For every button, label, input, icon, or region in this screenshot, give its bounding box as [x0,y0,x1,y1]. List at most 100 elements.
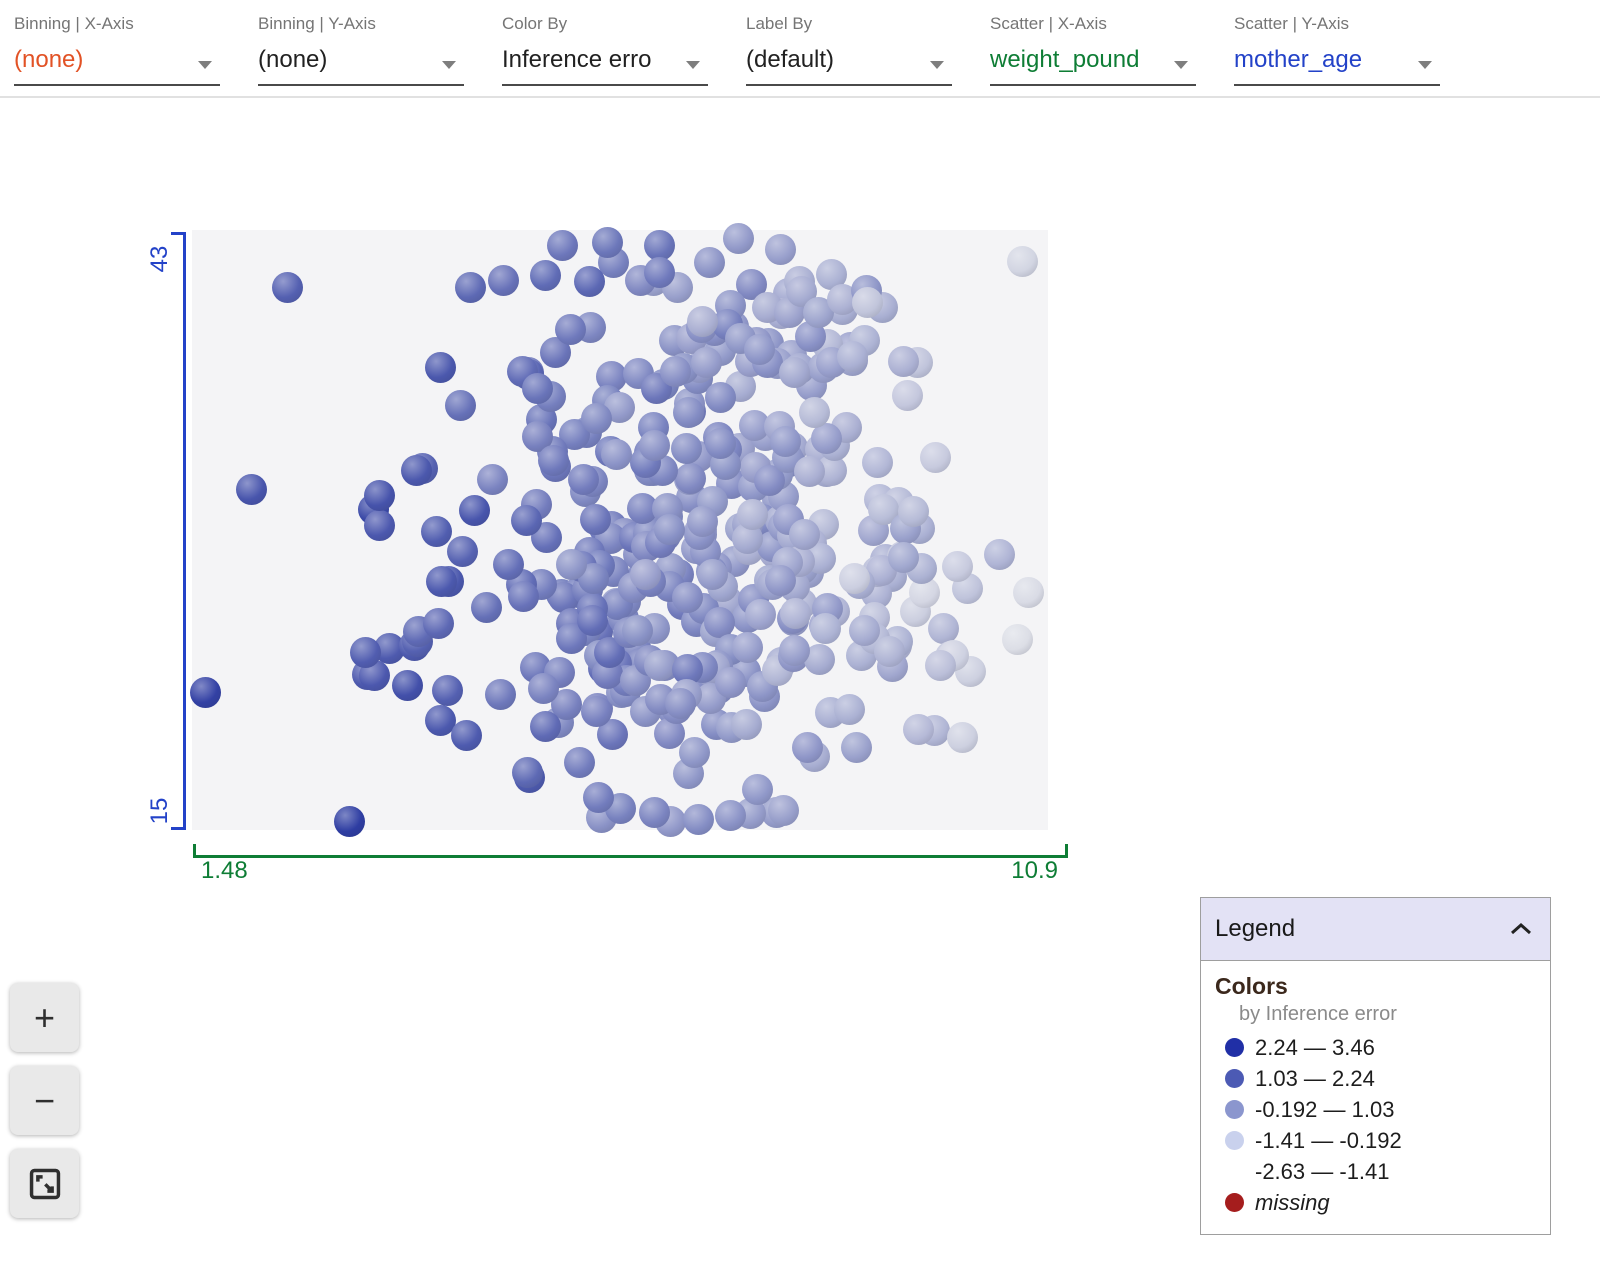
scatter-point[interactable] [902,714,934,745]
scatter-point[interactable] [925,649,957,681]
scatter-point[interactable] [653,514,685,546]
scatter-point[interactable] [454,272,486,304]
scatter-point[interactable] [678,736,710,768]
binning-y-axis-dropdown[interactable]: Binning | Y-Axis (none) [258,14,464,86]
scatter-point[interactable] [705,382,737,414]
scatter-point[interactable] [350,636,382,668]
scatter-point[interactable] [919,441,951,473]
scatter-point[interactable] [687,506,719,538]
legend-header[interactable]: Legend [1201,898,1550,961]
scatter-point[interactable] [690,347,722,379]
scatter-point[interactable] [941,550,973,582]
scatter-point[interactable] [1002,624,1034,656]
scatter-point[interactable] [682,803,714,835]
scatter-point[interactable] [788,519,820,551]
scatter-point[interactable] [809,613,841,645]
scatter-point[interactable] [556,548,588,580]
collapse-chevron-icon[interactable] [1508,921,1534,937]
scatter-point[interactable] [643,649,675,681]
scatter-point[interactable] [630,559,662,591]
scatter-point[interactable] [423,608,455,640]
scatter-point[interactable] [723,223,755,255]
color-by-dropdown[interactable]: Color By Inference erro [502,14,708,86]
scatter-point[interactable] [546,229,578,261]
scatter-point[interactable] [730,708,762,740]
scatter-point[interactable] [764,234,796,266]
scatter-point[interactable] [811,423,843,455]
scatter-point[interactable] [704,428,736,460]
scatter-point[interactable] [928,613,960,645]
scatter-point[interactable] [887,346,919,378]
scatter-point[interactable] [715,799,747,831]
scatter-point[interactable] [660,356,692,388]
scatter-point[interactable] [508,580,540,612]
scatter-point[interactable] [444,390,476,422]
scatter-point[interactable] [576,605,608,637]
scatter-point[interactable] [510,504,542,536]
scatter-point[interactable] [836,341,868,373]
scatter-point[interactable] [459,495,491,527]
scatter-x-axis-dropdown[interactable]: Scatter | X-Axis weight_pound [990,14,1196,86]
scatter-point[interactable] [431,675,463,707]
scatter-point[interactable] [421,515,453,547]
scatter-point[interactable] [792,731,824,763]
scatter-point[interactable] [639,797,671,829]
fit-to-screen-button[interactable] [10,1149,79,1218]
scatter-point[interactable] [770,425,802,457]
scatter-point[interactable] [897,495,929,527]
scatter-point[interactable] [745,599,777,630]
zoom-in-button[interactable]: + [10,983,79,1052]
scatter-point[interactable] [528,673,560,705]
scatter-point[interactable] [450,720,482,752]
scatter-point[interactable] [834,694,866,726]
scatter-point[interactable] [848,615,880,647]
scatter-point[interactable] [537,445,569,477]
scatter-point[interactable] [638,429,670,461]
scatter-point[interactable] [672,397,704,429]
scatter-point[interactable] [703,607,735,639]
scatter-point[interactable] [568,463,600,495]
scatter-point[interactable] [563,747,595,779]
scatter-point[interactable] [839,563,871,595]
scatter-point[interactable] [887,541,919,573]
scatter-point[interactable] [715,667,747,699]
binning-x-axis-dropdown[interactable]: Binning | X-Axis (none) [14,14,220,86]
scatter-point[interactable] [424,704,456,736]
scatter-point[interactable] [447,535,479,567]
scatter-point[interactable] [582,782,614,814]
scatter-point[interactable] [521,373,553,405]
scatter-point[interactable] [664,688,696,720]
scatter-point[interactable] [644,229,676,261]
scatter-point[interactable] [391,670,423,702]
scatter-point[interactable] [840,731,872,763]
scatter-point[interactable] [765,565,797,597]
scatter-point[interactable] [686,306,718,338]
scatter-point[interactable] [696,558,728,590]
scatter-point[interactable] [334,805,366,837]
scatter-point[interactable] [484,678,516,710]
scatter-point[interactable] [737,498,769,530]
scatter-point[interactable] [780,597,812,629]
scatter-point[interactable] [400,454,432,486]
scatter-point[interactable] [488,265,520,296]
scatter-point[interactable] [555,314,587,346]
scatter-point[interactable] [591,227,623,259]
scatter-plot-canvas[interactable] [190,223,1048,837]
scatter-point[interactable] [236,473,268,505]
scatter-point[interactable] [470,592,502,624]
zoom-out-button[interactable]: − [10,1066,79,1135]
scatter-point[interactable] [601,439,633,471]
scatter-point[interactable] [580,503,612,535]
scatter-point[interactable] [573,266,605,298]
scatter-point[interactable] [767,795,799,827]
scatter-point[interactable] [670,432,702,464]
scatter-point[interactable] [530,710,562,742]
scatter-point[interactable] [364,479,396,511]
scatter-point[interactable] [674,462,706,494]
scatter-point[interactable] [530,259,562,291]
scatter-point[interactable] [983,539,1015,571]
scatter-point[interactable] [731,631,763,663]
scatter-point[interactable] [511,756,543,788]
scatter-point[interactable] [581,402,613,434]
scatter-point[interactable] [851,287,883,319]
